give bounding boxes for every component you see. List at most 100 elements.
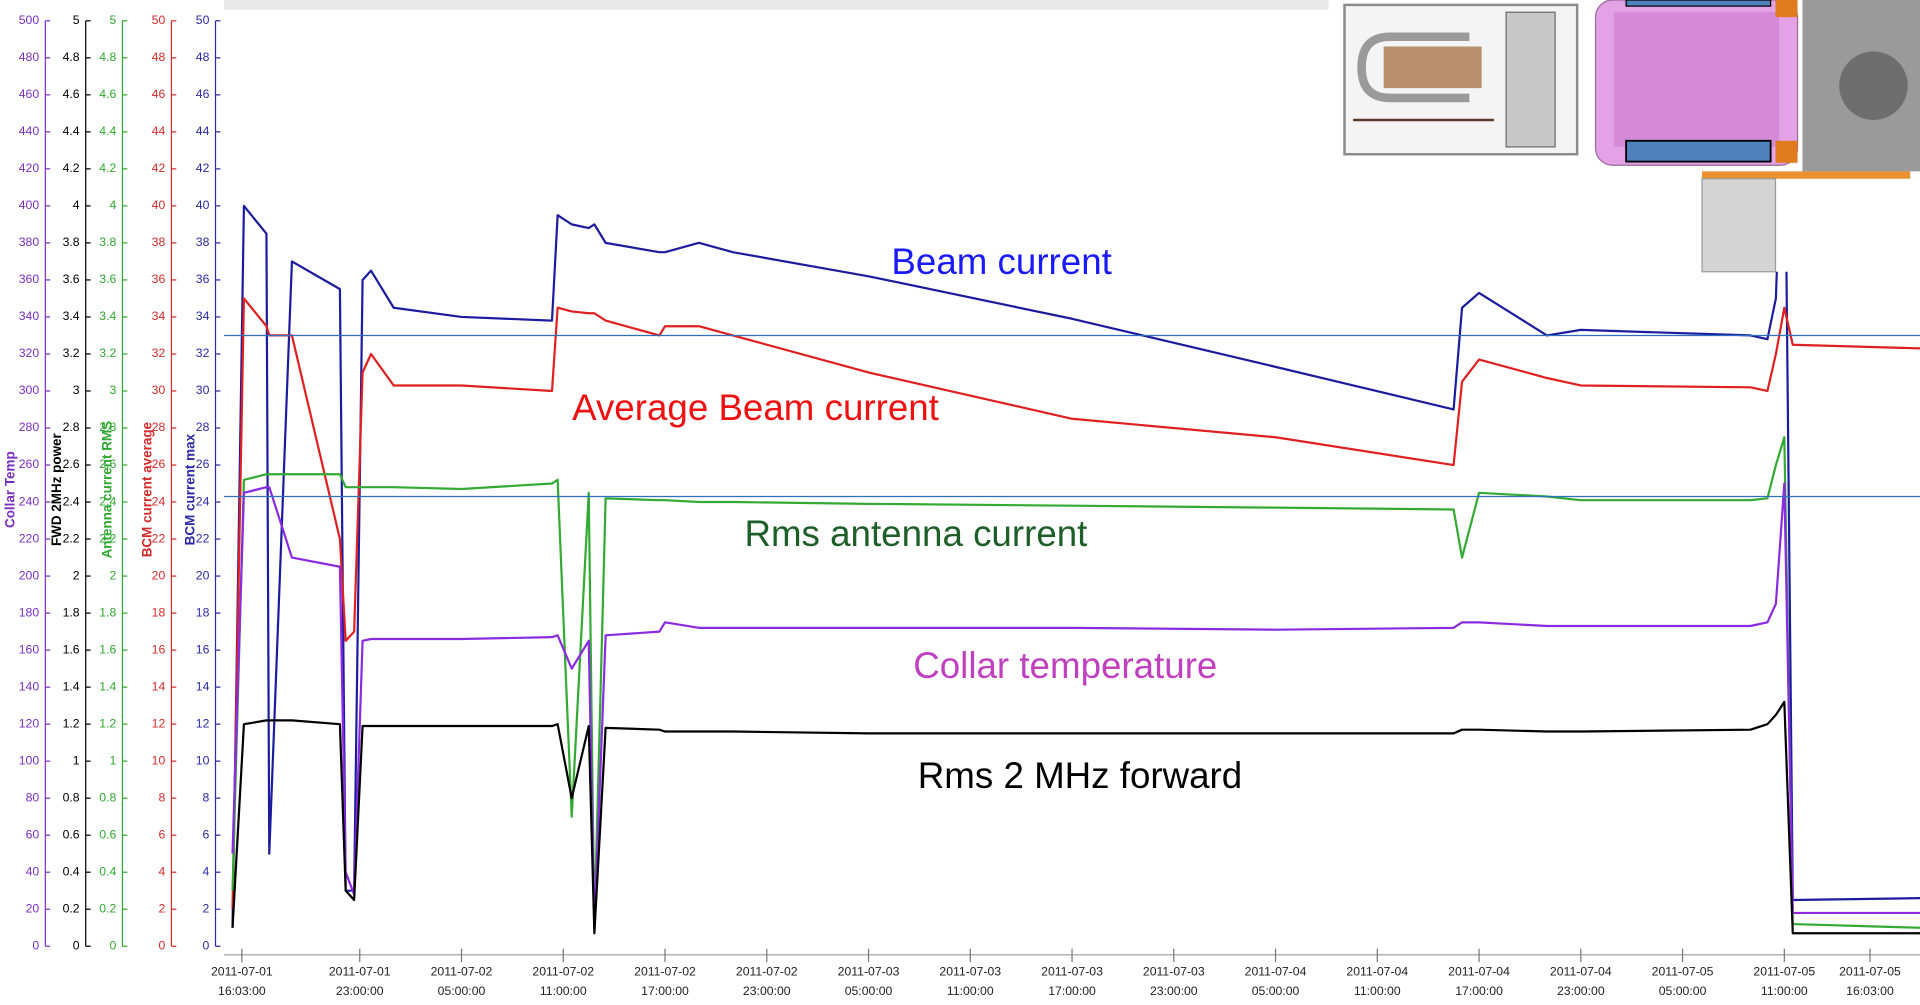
y-tick-label: 260 (19, 457, 40, 471)
y-tick-label: 4.8 (99, 50, 116, 64)
x-tick-label: 2011-07-01 23:00:00 (328, 965, 391, 999)
y-tick-label: 42 (196, 161, 210, 175)
x-tick-label-box: 2011-07-04 17:00:00 (1448, 965, 1510, 999)
y-tick-label: 120 (19, 716, 40, 730)
y-tick-label: 2 (110, 568, 117, 582)
y-tick-label: 20 (152, 568, 166, 582)
x-tick-label-box: 2011-07-03 23:00:00 (1142, 965, 1205, 999)
coil (1775, 0, 1798, 18)
y-tick-label: 48 (196, 50, 210, 64)
x-tick-label: 2011-07-04 11:00:00 (1346, 965, 1409, 999)
y-tick-label: 1.4 (63, 679, 80, 693)
x-tick-label: 2011-07-01 16:03:00 (210, 965, 273, 999)
y-tick-label: 28 (152, 420, 166, 434)
y-tick-label: 500 (19, 13, 40, 27)
y-tick-label: 1 (73, 753, 80, 767)
y-tick-label: 16 (196, 642, 210, 656)
y-tick-label: 4 (203, 864, 210, 878)
series-line (231, 700, 1920, 935)
y-tick-label: 1.2 (63, 716, 80, 730)
series-line (231, 297, 1920, 910)
y-tick-label: 2.4 (99, 494, 116, 508)
x-tick-label: 2011-07-04 05:00:00 (1244, 965, 1307, 999)
y-tick-label: 0 (203, 938, 210, 952)
y-tick-label: 3.2 (63, 346, 80, 360)
y-tick-label: 20 (26, 901, 40, 915)
y-tick-label: 10 (196, 753, 210, 767)
y-tick-label: 46 (152, 87, 166, 101)
x-tick-label: 2011-07-05 11:00:00 (1753, 965, 1816, 999)
coil (1775, 140, 1798, 163)
y-tick-label: 28 (196, 420, 210, 434)
device-core (1383, 46, 1482, 89)
y-axis-title: FWD 2MHz power (49, 432, 64, 546)
ferrite-block (1625, 0, 1772, 7)
y-tick-label: 14 (152, 679, 166, 693)
x-tick-label: 2011-07-03 23:00:00 (1142, 965, 1205, 999)
base-leg (1701, 178, 1777, 273)
y-tick-label: 2.2 (63, 531, 80, 545)
y-tick-label: 220 (19, 531, 40, 545)
y-tick-label: 24 (152, 494, 166, 508)
y-tick-label: 40 (196, 198, 210, 212)
y-tick-label: 4.2 (99, 161, 116, 175)
y-tick-label: 1.6 (99, 642, 116, 656)
y-tick-label: 1.4 (99, 679, 116, 693)
y-tick-label: 44 (152, 124, 166, 138)
y-tick-label: 5 (73, 13, 80, 27)
x-tick-label-box: 2011-07-03 05:00:00 (838, 966, 900, 999)
x-tick-label: 2011-07-02 23:00:00 (735, 965, 798, 999)
series-line (231, 436, 1920, 929)
y-tick-label: 240 (19, 494, 40, 508)
y-tick-label: 50 (196, 13, 210, 27)
x-tick-label: 2011-07-03 11:00:00 (939, 965, 1002, 999)
y-tick-label: 100 (19, 753, 40, 767)
x-tick-label: 2011-07-04 23:00:00 (1549, 965, 1612, 999)
y-tick-label: 0.2 (63, 901, 80, 915)
series-label: Rms antenna current (744, 513, 1087, 554)
y-tick-label: 22 (196, 531, 210, 545)
y-tick-label: 0.8 (99, 790, 116, 804)
device-tube (1357, 32, 1470, 103)
x-tick-label: 2011-07-02 05:00:00 (430, 965, 493, 999)
y-tick-label: 40 (152, 198, 166, 212)
y-tick-label: 200 (19, 568, 40, 582)
plot-area: Collar Temp02040608010012014016018020022… (3, 13, 1920, 999)
y-tick-label: 3 (73, 383, 80, 397)
x-tick-label: 2011-07-04 17:00:00 (1448, 965, 1510, 999)
x-tick-label-box: 2011-07-05 16:03:00 (1839, 966, 1901, 999)
y-tick-label: 3.8 (63, 235, 80, 249)
series-label: Collar temperature (913, 645, 1217, 686)
y-tick-label: 4.4 (63, 124, 80, 138)
x-tick-label-box: 2011-07-04 23:00:00 (1549, 965, 1612, 999)
y-tick-label: 3.6 (99, 272, 116, 286)
y-tick-label: 380 (19, 235, 40, 249)
y-tick-label: 36 (196, 272, 210, 286)
y-tick-label: 320 (19, 346, 40, 360)
y-tick-label: 32 (196, 346, 210, 360)
top-strip (224, 0, 1333, 10)
y-tick-label: 38 (152, 235, 166, 249)
x-tick-label-box: 2011-07-04 05:00:00 (1244, 965, 1307, 999)
y-tick-label: 0 (110, 938, 117, 952)
y-tick-label: 4.4 (99, 124, 116, 138)
y-tick-label: 0 (73, 938, 80, 952)
y-tick-label: 32 (152, 346, 166, 360)
x-tick-label-box: 2011-07-01 16:03:00 (210, 965, 273, 999)
y-tick-label: 38 (196, 235, 210, 249)
y-tick-label: 36 (152, 272, 166, 286)
x-tick-label: 2011-07-05 05:00:00 (1651, 965, 1714, 999)
y-tick-label: 440 (19, 124, 40, 138)
y-axis-title: BCM current max (183, 433, 198, 545)
device-flange (1505, 11, 1556, 148)
y-tick-label: 18 (152, 605, 166, 619)
cavity-inner (1613, 12, 1780, 147)
y-tick-label: 60 (26, 827, 40, 841)
y-tick-label: 1.8 (63, 605, 80, 619)
x-tick-label-box: 2011-07-04 11:00:00 (1346, 965, 1409, 999)
y-tick-label: 20 (196, 568, 210, 582)
y-tick-label: 6 (158, 827, 165, 841)
y-tick-label: 4 (158, 864, 165, 878)
y-tick-label: 16 (152, 642, 166, 656)
